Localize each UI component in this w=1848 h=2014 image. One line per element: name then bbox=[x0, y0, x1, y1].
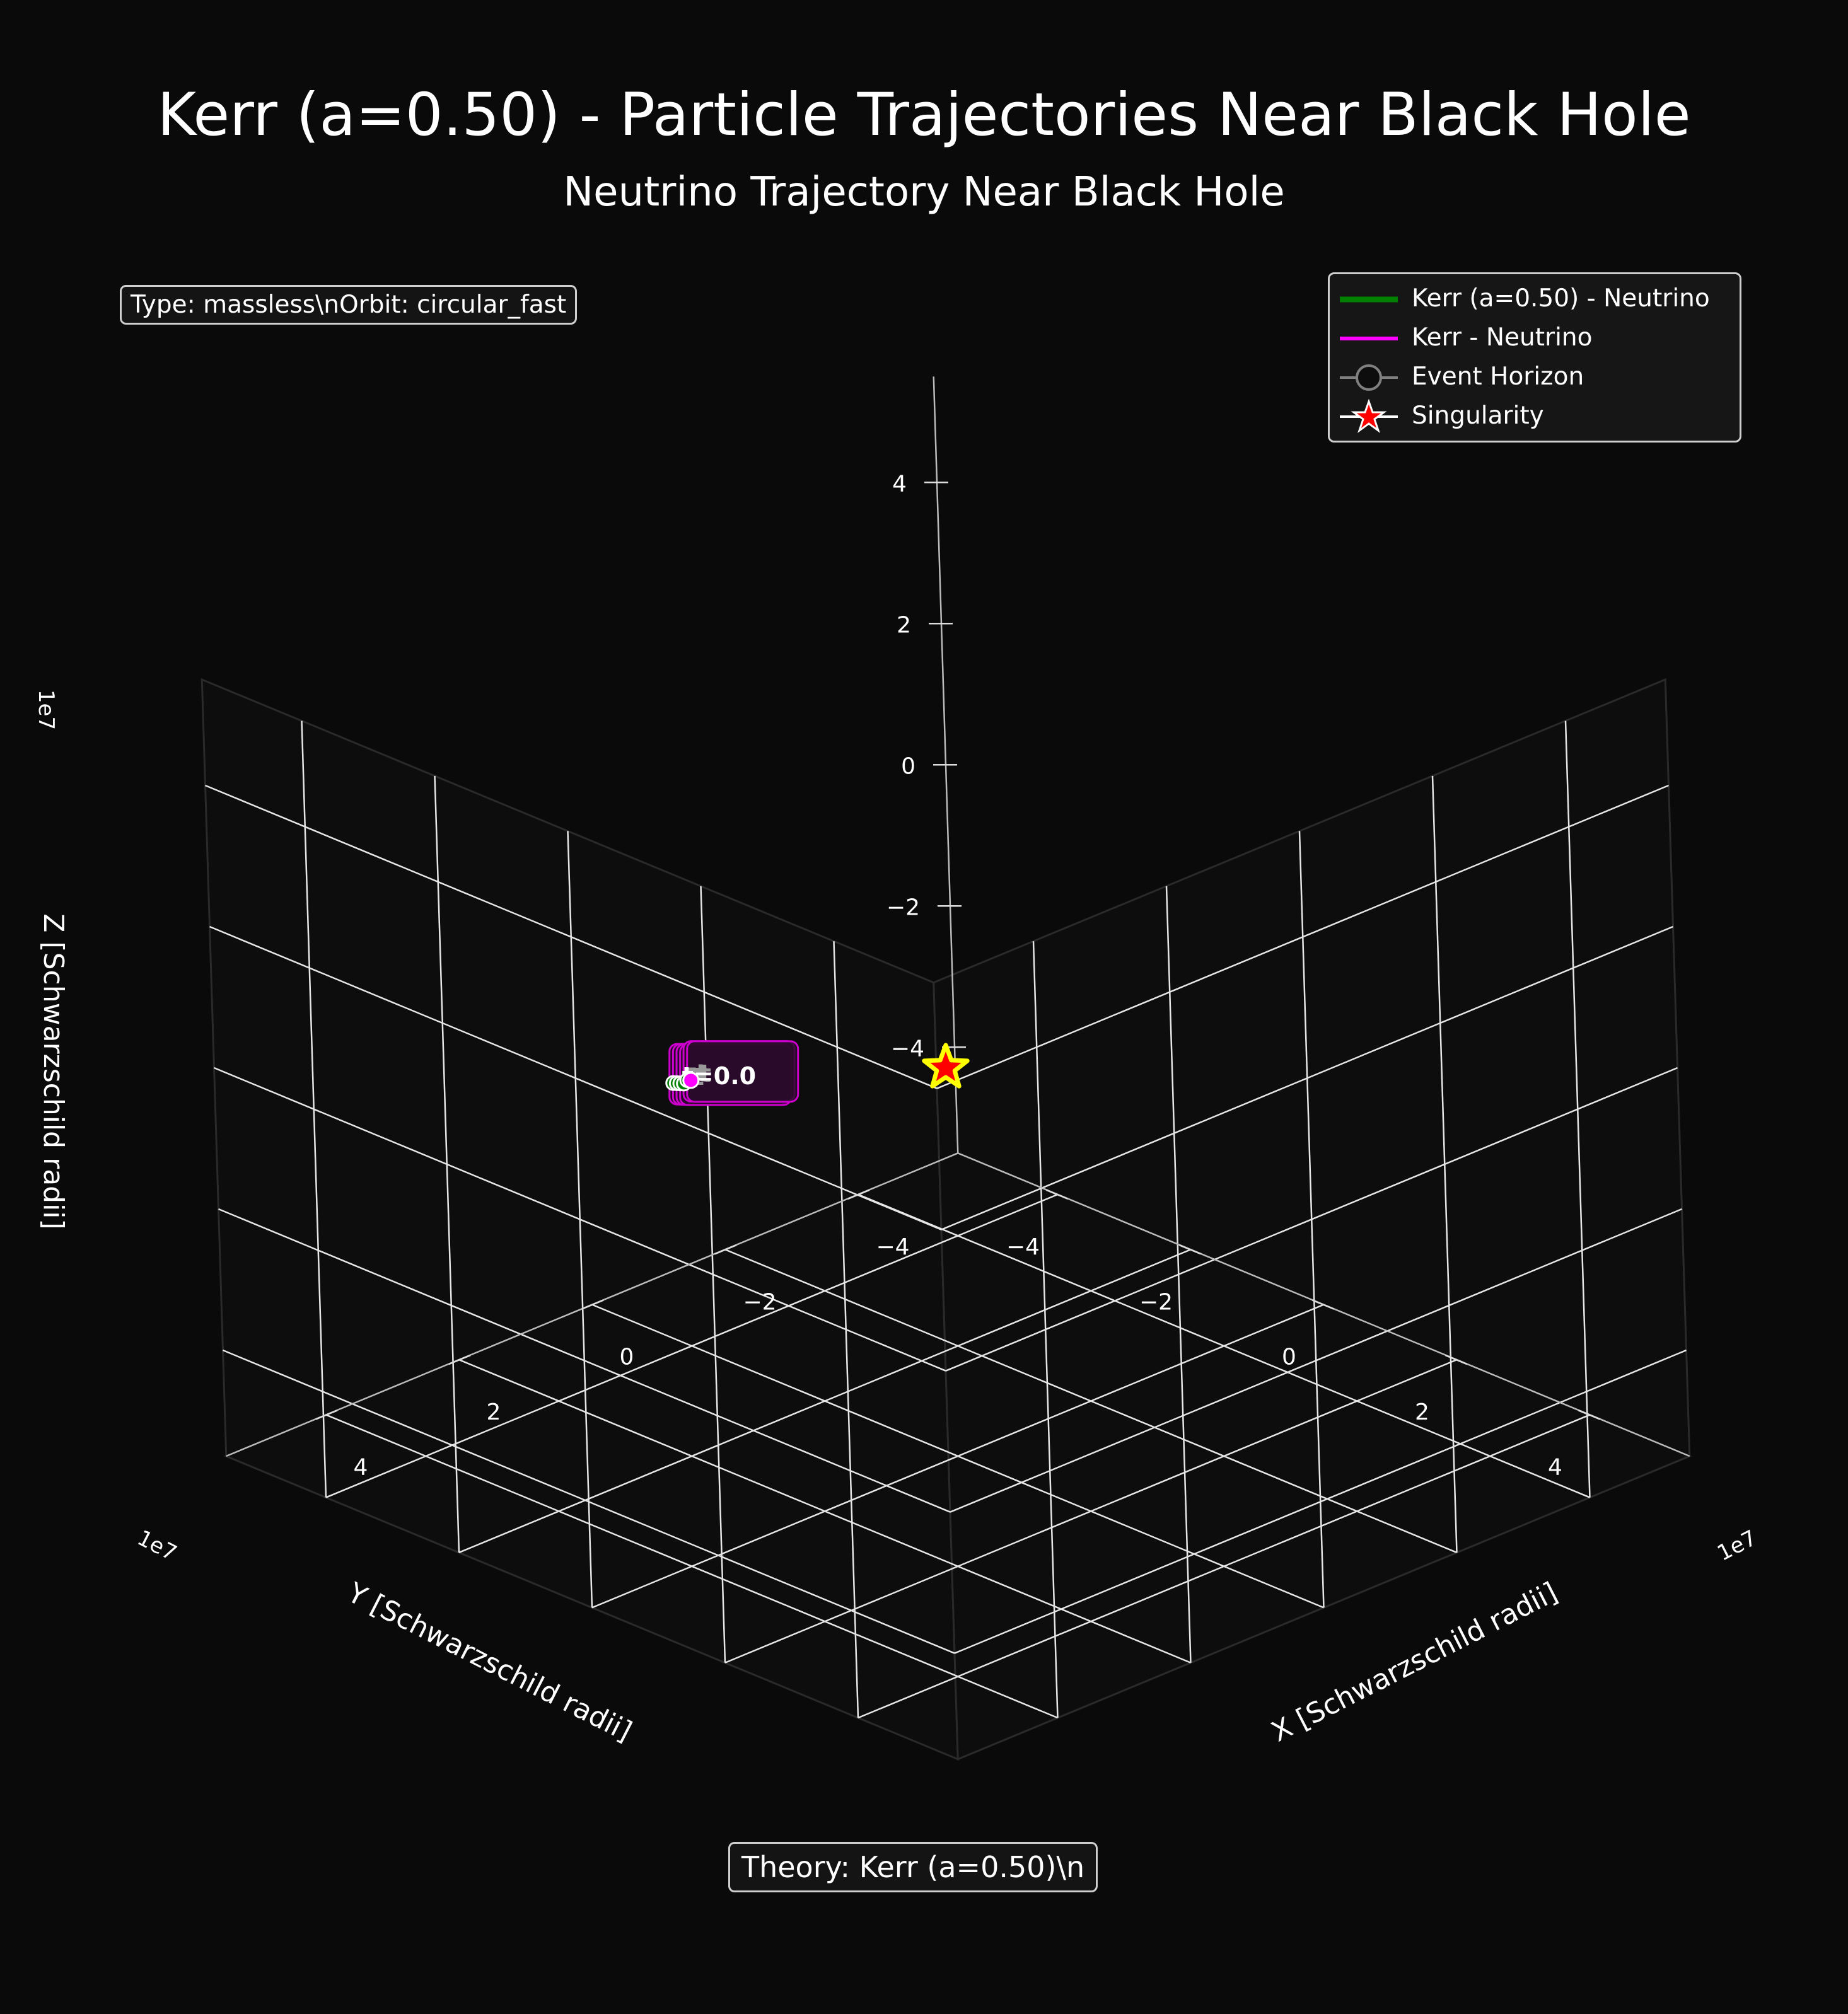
star-icon bbox=[1340, 399, 1398, 433]
legend-item-kerr-a050-neutrino: Kerr (a=0.50) - Neutrino bbox=[1330, 279, 1740, 317]
z-tick-label: −4 bbox=[891, 1036, 924, 1062]
z-tick-label: 4 bbox=[892, 471, 907, 497]
z-tick-label: 2 bbox=[897, 612, 911, 638]
y-tick-label: −2 bbox=[1139, 1289, 1173, 1315]
grid-line-y-floor bbox=[325, 1193, 1058, 1498]
legend-label: Kerr - Neutrino bbox=[1412, 323, 1593, 352]
grid-line-y-floor bbox=[724, 1358, 1457, 1664]
y-tick-label: −4 bbox=[1006, 1234, 1040, 1260]
legend-label: Kerr (a=0.50) - Neutrino bbox=[1412, 284, 1710, 313]
chart-subtitle: Neutrino Trajectory Near Black Hole bbox=[563, 169, 1285, 216]
x-tick-label: 4 bbox=[354, 1454, 368, 1480]
legend-item-singularity: Singularity bbox=[1330, 396, 1740, 434]
x-tick-mark bbox=[581, 1299, 604, 1310]
axis-panes bbox=[200, 678, 1692, 1761]
grid-line-z-wall-x bbox=[205, 784, 938, 1089]
legend-label: Singularity bbox=[1412, 402, 1544, 430]
legend-label: Event Horizon bbox=[1412, 362, 1584, 391]
x-tick-label: −2 bbox=[743, 1289, 776, 1315]
green-line-icon bbox=[1340, 296, 1398, 303]
data-marks: tttttt=0.0 bbox=[665, 1040, 970, 1106]
grid-line-z-wall-y bbox=[945, 1067, 1678, 1372]
grid-line-y-floor bbox=[591, 1304, 1324, 1609]
x-tick-label: −4 bbox=[876, 1234, 909, 1260]
x-tick-mark bbox=[714, 1244, 737, 1255]
tick-labels: −4 −2 0 2 4 −4 −2 0 2 4 −4 −2 0 2 4 bbox=[315, 471, 1600, 1480]
grid-line-z-wall-y bbox=[936, 784, 1669, 1089]
grid-line-z-wall-x bbox=[218, 1208, 951, 1513]
grid-line-z-wall-x bbox=[209, 925, 942, 1230]
x-offset-label: 1e7 bbox=[1713, 1525, 1760, 1566]
current-position-marker bbox=[682, 1072, 700, 1089]
grid-line-z-wall-y bbox=[954, 1349, 1687, 1654]
x-tick-label: 0 bbox=[620, 1345, 634, 1370]
grid-line-z-wall-x bbox=[223, 1349, 955, 1654]
legend-item-event-horizon: Event Horizon bbox=[1330, 357, 1740, 395]
x-tick-mark bbox=[315, 1409, 338, 1420]
x-tick-label: 2 bbox=[487, 1399, 501, 1425]
y-tick-mark bbox=[1445, 1354, 1467, 1365]
y-tick-mark bbox=[1578, 1409, 1600, 1420]
circle-icon bbox=[1340, 364, 1398, 391]
z-tick-label: 0 bbox=[901, 753, 915, 779]
grid-line-y-floor bbox=[857, 1414, 1590, 1719]
point-label-box bbox=[686, 1040, 799, 1103]
z-offset-label: 1e7 bbox=[33, 690, 59, 730]
orbit-info-box: Type: massless\nOrbit: circular_fast bbox=[120, 285, 578, 325]
y-tick-label: 0 bbox=[1282, 1345, 1296, 1370]
magenta-line-icon bbox=[1340, 337, 1398, 340]
point-label: t bbox=[700, 1060, 711, 1087]
y-tick-label: 2 bbox=[1415, 1399, 1429, 1425]
z-axis-label: Z [Schwarzschild radii] bbox=[37, 913, 69, 1229]
grid-line-y-floor bbox=[458, 1249, 1191, 1554]
y-tick-mark bbox=[1046, 1189, 1068, 1200]
grid-line-z-wall-y bbox=[941, 925, 1673, 1230]
legend-item-kerr-neutrino: Kerr - Neutrino bbox=[1330, 318, 1740, 356]
legend: Kerr (a=0.50) - Neutrino Kerr - Neutrino… bbox=[1328, 272, 1741, 443]
y-offset-label: 1e7 bbox=[133, 1525, 180, 1566]
figure-title: Kerr (a=0.50) - Particle Trajectories Ne… bbox=[157, 81, 1691, 149]
x-tick-mark bbox=[847, 1189, 870, 1200]
y-tick-label: 4 bbox=[1548, 1454, 1562, 1480]
grid-line-z-wall-x bbox=[214, 1067, 946, 1372]
grid-lines bbox=[205, 376, 1690, 1719]
z-tick-label: −2 bbox=[886, 894, 920, 920]
theory-box: Theory: Kerr (a=0.50)\n bbox=[728, 1842, 1098, 1892]
singularity-star bbox=[922, 1043, 970, 1089]
y-tick-mark bbox=[1312, 1299, 1334, 1310]
grid-line-z-wall-y bbox=[950, 1208, 1682, 1513]
x-tick-mark bbox=[448, 1354, 471, 1365]
y-tick-mark bbox=[1179, 1244, 1201, 1255]
